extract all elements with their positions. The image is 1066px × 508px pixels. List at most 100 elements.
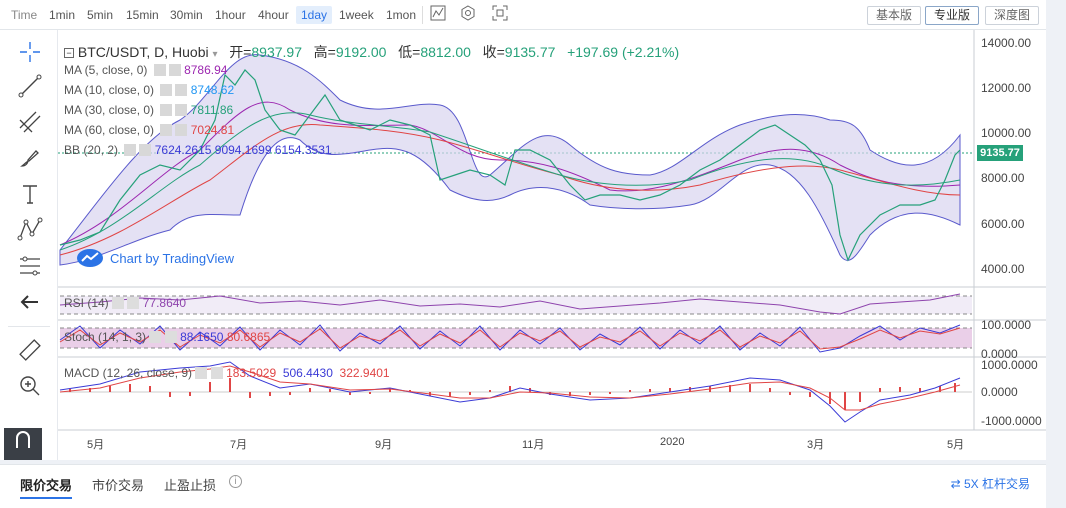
low-label: 低=: [398, 44, 421, 60]
indicator-ma10[interactable]: MA (10, close, 0) 8748.62: [64, 83, 234, 97]
macd-legend[interactable]: MACD (12, 26, close, 9) 183.5029 506.443…: [64, 366, 390, 380]
tab-limit-order[interactable]: 限价交易: [20, 475, 73, 499]
indicator-value: 7024.81: [190, 123, 235, 137]
zoom-in-icon[interactable]: [16, 372, 44, 400]
open-label: 开=: [229, 44, 252, 60]
time-tick: 7月: [230, 439, 248, 451]
close-label: 收=: [482, 44, 505, 60]
time-tick: 2020: [660, 436, 685, 448]
price-tick: 8000.00: [981, 171, 1025, 185]
stoch-d-value: 80.6865: [226, 330, 271, 344]
stoch-label: Stoch (14, 1, 3): [64, 330, 147, 344]
tradingview-logo-icon: [77, 249, 103, 267]
indicator-ma30[interactable]: MA (30, close, 0) 7811.86: [64, 103, 233, 117]
low-value: 8812.00: [420, 44, 471, 60]
macd-hist-value: 183.5029: [226, 366, 277, 380]
leverage-label: 5X 杠杆交易: [963, 477, 1030, 491]
close-value: 9135.77: [504, 44, 556, 60]
settings-icon[interactable]: [160, 104, 173, 116]
close-icon[interactable]: [164, 331, 177, 343]
close-icon[interactable]: [168, 64, 181, 76]
high-value: 9192.00: [335, 44, 387, 60]
interval-15min[interactable]: 15min: [126, 8, 159, 22]
brush-icon[interactable]: [16, 144, 44, 172]
interval-toolbar: Time 1min 5min 15min 30min 1hour 4hour 1…: [0, 0, 1046, 30]
macd-signal-value: 322.9401: [339, 366, 390, 380]
depth-view-button[interactable]: 深度图: [985, 6, 1040, 25]
time-tick: 5月: [947, 439, 965, 451]
time-tick: 11月: [522, 439, 545, 451]
stoch-tick: 100.0000: [981, 318, 1032, 332]
collapse-icon[interactable]: −: [64, 48, 74, 58]
stoch-legend[interactable]: Stoch (14, 1, 3) 88.1650 80.6865: [64, 330, 270, 344]
settings-icon[interactable]: [124, 144, 137, 156]
current-price-tag: 9135.77: [977, 145, 1023, 161]
interval-1week[interactable]: 1week: [339, 8, 374, 22]
settings-icon[interactable]: [112, 297, 125, 309]
high-label: 高=: [313, 44, 336, 60]
rsi-legend[interactable]: RSI (14) 77.8640: [64, 296, 186, 310]
text-tool-icon[interactable]: [16, 180, 44, 208]
drawing-toolbar: [0, 30, 58, 460]
indicator-label: MA (10, close, 0): [64, 83, 155, 97]
tab-market-order[interactable]: 市价交易: [92, 478, 145, 493]
close-icon[interactable]: [175, 104, 188, 116]
watermark-text: Chart by TradingView: [110, 251, 235, 266]
interval-1mon[interactable]: 1mon: [386, 8, 417, 22]
trend-line-icon[interactable]: [16, 72, 44, 100]
pitchfork-icon[interactable]: [16, 108, 44, 136]
pro-view-button[interactable]: 专业版: [925, 6, 980, 25]
time-tick: 3月: [807, 439, 825, 451]
interval-30min[interactable]: 30min: [170, 8, 203, 22]
pattern-icon[interactable]: [16, 216, 44, 244]
interval-4hour[interactable]: 4hour: [258, 8, 289, 22]
close-icon[interactable]: [127, 297, 140, 309]
stoch-k-value: 88.1650: [180, 330, 224, 344]
interval-1hour[interactable]: 1hour: [215, 8, 246, 22]
time-label: Time: [11, 8, 38, 22]
interval-5min[interactable]: 5min: [87, 8, 114, 22]
macd-tick: -1000.0000: [981, 414, 1042, 428]
magnet-icon[interactable]: [4, 410, 54, 460]
settings-icon[interactable]: [153, 64, 166, 76]
price-tick: 4000.00: [981, 262, 1025, 276]
settings-icon[interactable]: [458, 5, 478, 25]
macd-label: MACD (12, 26, close, 9): [64, 366, 193, 380]
time-tick: 5月: [87, 439, 105, 451]
interval-1day[interactable]: 1day: [296, 6, 333, 24]
crosshair-icon[interactable]: [16, 38, 44, 66]
price-tick: 12000.00: [981, 81, 1032, 95]
indicator-ma60[interactable]: MA (60, close, 0) 7024.81: [64, 123, 234, 137]
indicator-label: MA (5, close, 0): [64, 63, 148, 77]
tab-stop-order[interactable]: 止盈止损: [164, 478, 217, 493]
basic-view-button[interactable]: 基本版: [867, 6, 922, 25]
settings-icon[interactable]: [195, 367, 208, 379]
indicator-value: 8786.94: [184, 63, 228, 77]
info-icon[interactable]: i: [229, 475, 242, 488]
indicator-label: MA (60, close, 0): [64, 123, 155, 137]
leverage-link[interactable]: ⇄ 5X 杠杆交易: [951, 475, 1030, 492]
price-tick: 14000.00: [981, 36, 1032, 50]
back-arrow-icon[interactable]: [16, 288, 44, 316]
fib-retracement-icon[interactable]: [16, 252, 44, 280]
interval-1min[interactable]: 1min: [49, 8, 76, 22]
close-icon[interactable]: [175, 84, 188, 96]
close-icon[interactable]: [210, 367, 223, 379]
ruler-icon[interactable]: [16, 336, 44, 364]
settings-icon[interactable]: [160, 124, 173, 136]
chart-type-icon[interactable]: [428, 5, 448, 25]
indicator-bb[interactable]: BB (20, 2) 7624.2615 9094.1699 6154.3531: [64, 143, 332, 157]
fullscreen-icon[interactable]: [490, 5, 510, 25]
settings-icon[interactable]: [149, 331, 162, 343]
close-icon[interactable]: [175, 124, 188, 136]
indicator-label: BB (20, 2): [64, 143, 119, 157]
change-value: +197.69 (+2.21%): [567, 44, 680, 60]
open-value: 8937.97: [251, 44, 302, 60]
close-icon[interactable]: [139, 144, 152, 156]
time-tick: 9月: [375, 439, 393, 451]
price-tick: 6000.00: [981, 217, 1025, 231]
settings-icon[interactable]: [160, 84, 173, 96]
tradingview-watermark[interactable]: Chart by TradingView: [76, 248, 234, 268]
indicator-ma5[interactable]: MA (5, close, 0) 8786.94: [64, 63, 227, 77]
